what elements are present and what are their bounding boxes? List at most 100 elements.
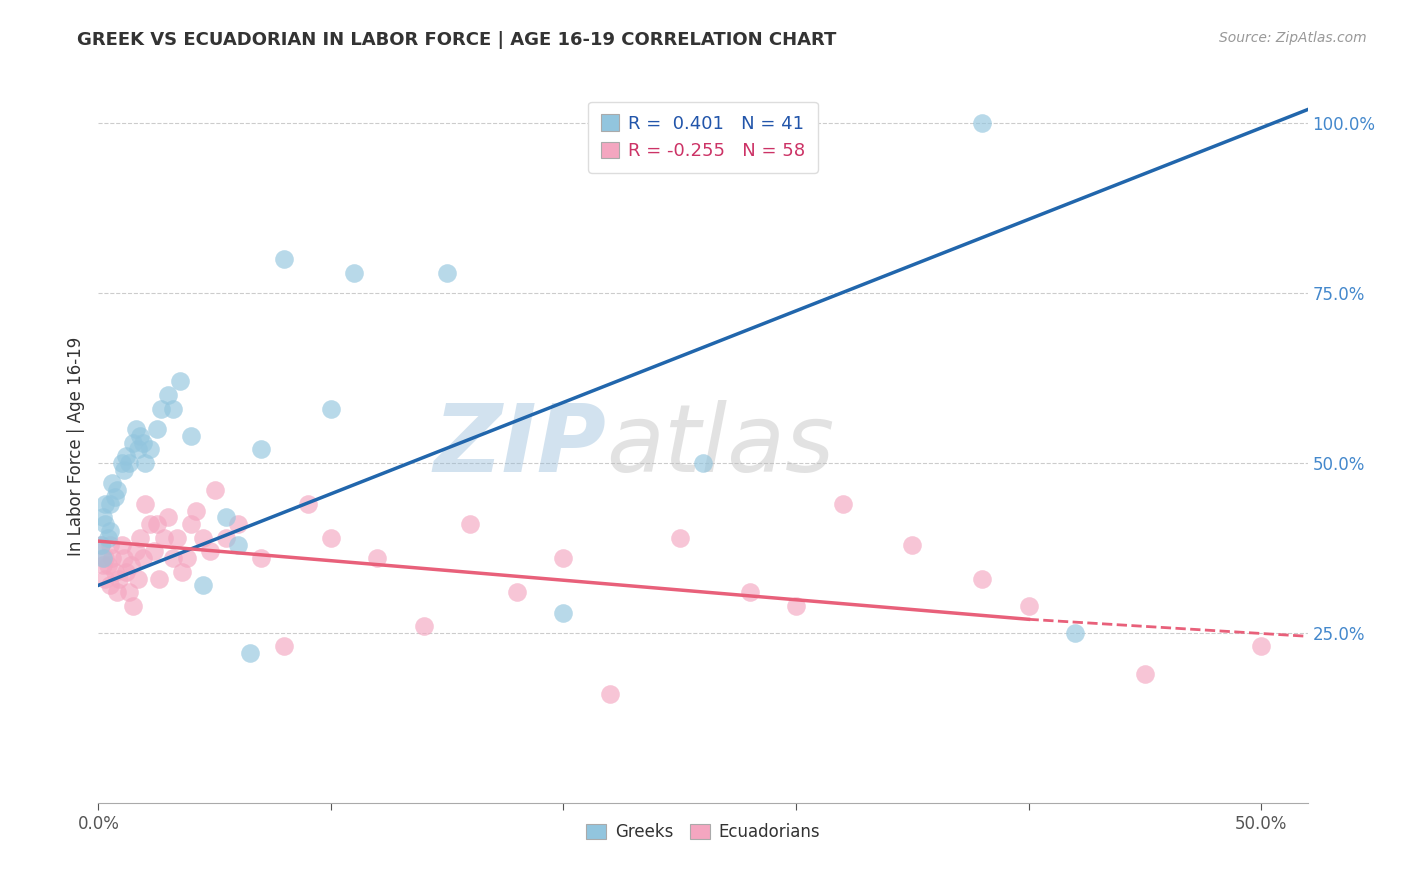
Point	[668, 531, 690, 545]
Point	[134, 456, 156, 470]
Legend: Greeks, Ecuadorians: Greeks, Ecuadorians	[579, 817, 827, 848]
Point	[1018, 599, 1040, 613]
Point	[297, 497, 319, 511]
Point	[157, 388, 180, 402]
Point	[180, 429, 202, 443]
Point	[127, 572, 149, 586]
Point	[105, 585, 128, 599]
Text: Source: ZipAtlas.com: Source: ZipAtlas.com	[1219, 31, 1367, 45]
Point	[111, 537, 134, 551]
Point	[250, 442, 273, 457]
Point	[506, 585, 529, 599]
Point	[250, 551, 273, 566]
Point	[970, 572, 993, 586]
Point	[436, 266, 458, 280]
Point	[90, 537, 112, 551]
Point	[191, 578, 214, 592]
Point	[91, 558, 114, 572]
Point	[104, 565, 127, 579]
Point	[970, 116, 993, 130]
Point	[90, 537, 112, 551]
Point	[831, 497, 853, 511]
Point	[460, 517, 482, 532]
Point	[131, 435, 153, 450]
Point	[215, 510, 238, 524]
Point	[1250, 640, 1272, 654]
Point	[122, 599, 145, 613]
Point	[91, 510, 114, 524]
Point	[108, 572, 131, 586]
Point	[226, 517, 249, 532]
Point	[112, 463, 135, 477]
Point	[738, 585, 761, 599]
Point	[98, 578, 121, 592]
Point	[599, 687, 621, 701]
Point	[94, 517, 117, 532]
Point	[162, 551, 184, 566]
Point	[124, 422, 146, 436]
Point	[94, 497, 117, 511]
Point	[553, 551, 575, 566]
Point	[319, 401, 342, 416]
Point	[97, 558, 120, 572]
Point	[184, 503, 207, 517]
Point	[143, 544, 166, 558]
Point	[215, 531, 238, 545]
Point	[169, 375, 191, 389]
Point	[94, 551, 117, 566]
Point	[239, 646, 262, 660]
Point	[138, 517, 160, 532]
Point	[97, 531, 120, 545]
Point	[172, 565, 194, 579]
Point	[111, 456, 134, 470]
Point	[166, 531, 188, 545]
Point	[319, 531, 342, 545]
Point	[91, 551, 114, 566]
Point	[145, 422, 167, 436]
Point	[104, 490, 127, 504]
Point	[94, 572, 117, 586]
Y-axis label: In Labor Force | Age 16-19: In Labor Force | Age 16-19	[66, 336, 84, 556]
Point	[180, 517, 202, 532]
Point	[127, 442, 149, 457]
Point	[98, 537, 121, 551]
Point	[118, 456, 141, 470]
Point	[366, 551, 388, 566]
Point	[134, 497, 156, 511]
Point	[150, 401, 173, 416]
Point	[101, 476, 124, 491]
Point	[1064, 626, 1087, 640]
Point	[785, 599, 807, 613]
Point	[122, 435, 145, 450]
Point	[115, 449, 138, 463]
Point	[98, 524, 121, 538]
Text: GREEK VS ECUADORIAN IN LABOR FORCE | AGE 16-19 CORRELATION CHART: GREEK VS ECUADORIAN IN LABOR FORCE | AGE…	[77, 31, 837, 49]
Point	[129, 429, 152, 443]
Point	[145, 517, 167, 532]
Point	[413, 619, 436, 633]
Point	[204, 483, 226, 498]
Point	[226, 537, 249, 551]
Point	[152, 531, 174, 545]
Point	[162, 401, 184, 416]
Point	[191, 531, 214, 545]
Point	[273, 640, 295, 654]
Text: atlas: atlas	[606, 401, 835, 491]
Point	[98, 497, 121, 511]
Point	[124, 544, 146, 558]
Point	[692, 456, 714, 470]
Text: ZIP: ZIP	[433, 400, 606, 492]
Point	[115, 565, 138, 579]
Point	[553, 606, 575, 620]
Point	[148, 572, 170, 586]
Point	[198, 544, 221, 558]
Point	[157, 510, 180, 524]
Point	[112, 551, 135, 566]
Point	[176, 551, 198, 566]
Point	[118, 585, 141, 599]
Point	[343, 266, 366, 280]
Point	[120, 558, 142, 572]
Point	[273, 252, 295, 266]
Point	[101, 551, 124, 566]
Point	[1133, 666, 1156, 681]
